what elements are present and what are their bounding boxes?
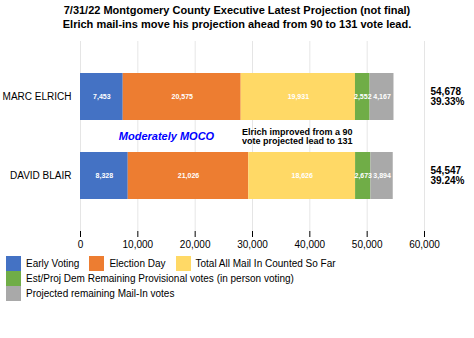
svg-text:7,453: 7,453 — [93, 93, 111, 101]
svg-text:0: 0 — [78, 239, 84, 250]
html-text:Est/Proj Dem Remaining Provisi: Est/Proj Dem Remaining Provisional votes… — [26, 273, 294, 284]
svg-text:DAVID BLAIR: DAVID BLAIR — [10, 170, 72, 181]
svg-text:2,552: 2,552 — [354, 93, 372, 101]
html-text:Early Voting: Early Voting — [26, 258, 80, 269]
html-text:Elrich mail-ins move his proje: Elrich mail-ins move his projection ahea… — [62, 18, 412, 30]
svg-text:21,026: 21,026 — [178, 172, 200, 180]
svg-text:20,575: 20,575 — [172, 93, 194, 101]
html-text:Election Day: Election Day — [109, 258, 166, 269]
svg-text:60,000: 60,000 — [409, 239, 440, 250]
svg-text:20,000: 20,000 — [180, 239, 211, 250]
svg-text:18,626: 18,626 — [291, 172, 313, 180]
html-text:7/31/22 Montgomery County Exec: 7/31/22 Montgomery County Executive Late… — [63, 4, 411, 16]
html-text:Projected remaining Mail-In vo: Projected remaining Mail-In votes — [26, 288, 175, 299]
svg-text:MARC ELRICH: MARC ELRICH — [3, 91, 72, 102]
svg-text:Elrich improved from a 90vote: Elrich improved from a 90vote projected … — [242, 127, 353, 146]
svg-text:8,328: 8,328 — [96, 172, 114, 180]
html-text:Total All Mail In Counted So F: Total All Mail In Counted So Far — [195, 258, 336, 269]
svg-text:19,931: 19,931 — [288, 93, 310, 101]
svg-text:54,67839.33%: 54,67839.33% — [431, 86, 465, 107]
svg-text:Moderately MOCO: Moderately MOCO — [119, 130, 215, 142]
svg-text:4,167: 4,167 — [373, 93, 391, 101]
svg-text:3,894: 3,894 — [373, 172, 391, 180]
svg-text:2,673: 2,673 — [354, 172, 372, 180]
svg-text:40,000: 40,000 — [295, 239, 326, 250]
svg-text:30,000: 30,000 — [237, 239, 268, 250]
svg-text:10,000: 10,000 — [123, 239, 154, 250]
svg-text:54,54739.24%: 54,54739.24% — [431, 165, 465, 186]
svg-text:50,000: 50,000 — [352, 239, 383, 250]
